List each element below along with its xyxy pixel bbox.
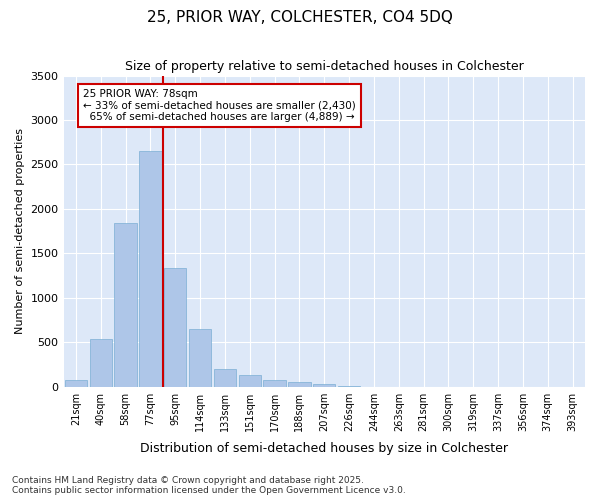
Bar [288,382,311,386]
Bar [65,380,87,386]
Bar [263,380,286,386]
Bar [313,384,335,386]
Text: Contains HM Land Registry data © Crown copyright and database right 2025.
Contai: Contains HM Land Registry data © Crown c… [12,476,406,495]
Bar [139,151,161,386]
Title: Size of property relative to semi-detached houses in Colchester: Size of property relative to semi-detach… [125,60,524,73]
Y-axis label: Number of semi-detached properties: Number of semi-detached properties [15,128,25,334]
Bar [189,329,211,386]
Bar [89,338,112,386]
Text: 25, PRIOR WAY, COLCHESTER, CO4 5DQ: 25, PRIOR WAY, COLCHESTER, CO4 5DQ [147,10,453,25]
Bar [164,268,187,386]
Bar [115,223,137,386]
Bar [239,375,261,386]
X-axis label: Distribution of semi-detached houses by size in Colchester: Distribution of semi-detached houses by … [140,442,508,455]
Text: 25 PRIOR WAY: 78sqm
← 33% of semi-detached houses are smaller (2,430)
  65% of s: 25 PRIOR WAY: 78sqm ← 33% of semi-detach… [83,89,356,122]
Bar [214,369,236,386]
